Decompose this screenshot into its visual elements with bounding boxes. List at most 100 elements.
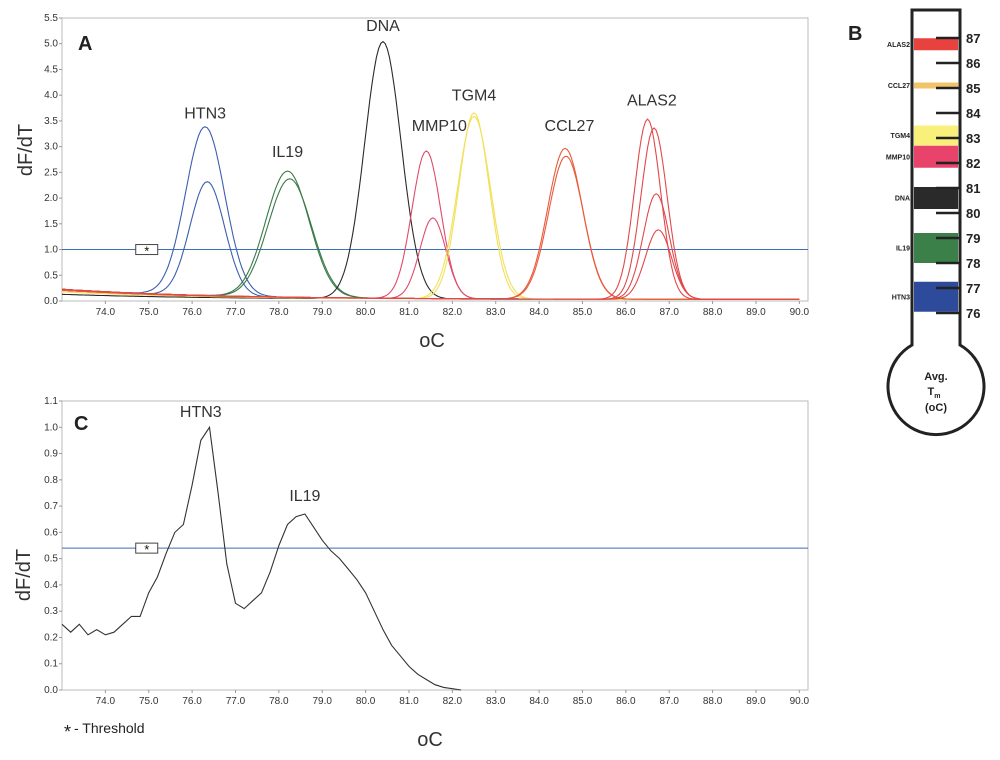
series-line-alas2 — [61, 193, 800, 300]
chart-c-ticks: 74.0 75.0 76.0 77.0 78.0 79.0 80.0 81.0 82.0 83.0… — [44, 396, 809, 707]
y-tick-label: 0.8 — [44, 475, 58, 486]
band-ccl27 — [914, 82, 958, 89]
thermometer: B 87 86 85 84 83 82 81 80 79 78 77 76 ALAS2 CCL27 TGM… — [848, 8, 986, 437]
x-tick-label: 82.0 — [443, 307, 463, 318]
series-line-htn3 — [61, 181, 800, 300]
x-tick-label: 75.0 — [139, 307, 159, 318]
band-tgm4 — [914, 125, 958, 146]
peak-label-alas2: ALAS2 — [627, 92, 677, 109]
x-tick-label: 83.0 — [486, 307, 506, 318]
x-tick-label: 85.0 — [573, 696, 593, 707]
x-tick-label: 76.0 — [182, 307, 202, 318]
series-line-tgm4 — [61, 111, 800, 300]
peak-label-tgm4: TGM4 — [452, 87, 497, 104]
y-tick-label: 0.5 — [44, 270, 58, 281]
chart-c-series — [61, 425, 462, 691]
y-tick-label: 0.6 — [44, 527, 58, 538]
y-tick-label: 1.0 — [44, 245, 58, 256]
band-mmp10 — [914, 145, 958, 168]
band-alas2 — [914, 38, 958, 51]
chart-c-peak-labels: HTN3 IL19 — [180, 404, 321, 505]
peak-label-ccl27: CCL27 — [545, 118, 595, 135]
band-label-ccl27: CCL27 — [888, 83, 910, 90]
panel-a-label: A — [78, 33, 92, 55]
series-line-alas2 — [61, 118, 800, 300]
chart-a: 74.0 75.0 76.0 77.0 78.0 79.0 80.0 81.0 82.0 83.0… — [15, 13, 809, 352]
panel-b-label: B — [848, 23, 862, 45]
y-tick-label: 5.5 — [44, 13, 58, 24]
scale-label: 82 — [966, 156, 980, 171]
x-tick-label: 85.0 — [573, 307, 593, 318]
x-tick-label: 82.0 — [443, 696, 463, 707]
x-tick-label: 87.0 — [659, 696, 679, 707]
panel-c-label: C — [74, 413, 88, 435]
chart-a-ylabel: dF/dT — [15, 124, 37, 176]
bulb-t: Tm — [928, 386, 941, 400]
y-tick-label: 4.0 — [44, 90, 58, 101]
chart-a-ticks: 74.0 75.0 76.0 77.0 78.0 79.0 80.0 81.0 82.0 83.0… — [44, 13, 809, 318]
x-tick-label: 74.0 — [96, 696, 116, 707]
peak-label-il19: IL19 — [289, 488, 320, 505]
peak-label-il19: IL19 — [272, 144, 303, 161]
y-tick-label: 0.0 — [44, 296, 58, 307]
x-tick-label: 84.0 — [529, 696, 549, 707]
chart-a-peak-labels: HTN3 IL19 DNA MMP10 TGM4 CCL27 ALAS2 — [184, 18, 677, 161]
chart-a-threshold-marker: * — [135, 244, 159, 259]
series-line-tgm4 — [61, 115, 800, 300]
scale-label: 77 — [966, 281, 980, 296]
y-tick-label: 0.1 — [44, 659, 58, 670]
x-tick-label: 79.0 — [312, 696, 332, 707]
x-tick-label: 89.0 — [746, 307, 766, 318]
x-tick-label: 80.0 — [356, 307, 376, 318]
scale-label: 76 — [966, 306, 980, 321]
y-tick-label: 3.0 — [44, 142, 58, 153]
chart-a-frame — [61, 17, 809, 302]
series-line-ccl27 — [61, 147, 800, 300]
bulb-line1: Avg. — [924, 371, 947, 383]
threshold-star: * — [144, 244, 149, 259]
series-line-dna — [61, 40, 800, 300]
thermometer-scale: 87 86 85 84 83 82 81 80 79 78 77 76 — [936, 31, 981, 321]
band-dna — [914, 187, 958, 209]
series-line-mmp10 — [61, 217, 800, 300]
series-line-mmp10 — [61, 150, 800, 300]
y-tick-label: 0.3 — [44, 606, 58, 617]
bulb-t-sub: m — [934, 393, 940, 400]
chart-c-threshold-marker: * — [135, 542, 159, 557]
x-tick-label: 81.0 — [399, 307, 419, 318]
chart-c: 74.0 75.0 76.0 77.0 78.0 79.0 80.0 81.0 82.0 83.0… — [13, 396, 809, 751]
y-tick-label: 1.0 — [44, 422, 58, 433]
band-label-htn3: HTN3 — [892, 294, 910, 301]
x-tick-label: 90.0 — [790, 307, 810, 318]
y-tick-label: 3.5 — [44, 116, 58, 127]
y-tick-label: 0.7 — [44, 501, 58, 512]
threshold-box — [135, 244, 159, 256]
y-tick-label: 1.1 — [44, 396, 58, 407]
peak-label-mmp10: MMP10 — [412, 118, 467, 135]
threshold-note-symbol: * — [64, 722, 71, 742]
scale-label: 86 — [966, 56, 980, 71]
x-tick-label: 80.0 — [356, 696, 376, 707]
x-tick-label: 86.0 — [616, 696, 636, 707]
scale-label: 87 — [966, 31, 980, 46]
bulb-t-main: T — [928, 386, 935, 398]
bulb-unit: (oC) — [925, 402, 947, 414]
chart-c-ylabel: dF/dT — [13, 549, 35, 601]
x-tick-label: 88.0 — [703, 696, 723, 707]
series-line-htn3 — [61, 126, 800, 300]
y-tick-label: 0.4 — [44, 580, 58, 591]
scale-label: 78 — [966, 256, 980, 271]
x-tick-label: 86.0 — [616, 307, 636, 318]
band-label-il19: IL19 — [896, 246, 910, 253]
x-tick-label: 89.0 — [746, 696, 766, 707]
x-tick-label: 78.0 — [269, 696, 289, 707]
x-tick-label: 78.0 — [269, 307, 289, 318]
thermometer-outline — [886, 8, 986, 437]
x-tick-label: 75.0 — [139, 696, 159, 707]
peak-label-dna: DNA — [366, 18, 400, 35]
x-tick-label: 90.0 — [790, 696, 810, 707]
scale-label: 85 — [966, 81, 980, 96]
y-tick-label: 0.9 — [44, 449, 58, 460]
x-tick-label: 79.0 — [312, 307, 332, 318]
